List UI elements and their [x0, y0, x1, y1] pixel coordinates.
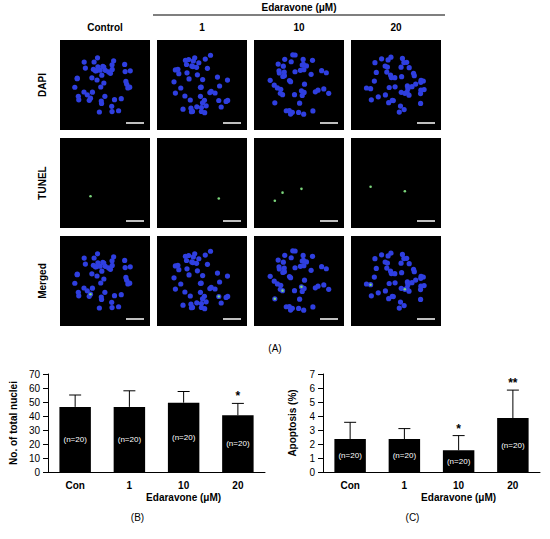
- svg-text:*: *: [236, 389, 241, 403]
- svg-text:Edaravone (μM): Edaravone (μM): [146, 492, 221, 503]
- svg-text:*: *: [456, 422, 461, 436]
- svg-text:6: 6: [309, 383, 315, 394]
- svg-text:20: 20: [232, 480, 244, 491]
- svg-text:Control: Control: [87, 22, 123, 33]
- svg-text:DAPI: DAPI: [37, 73, 48, 97]
- svg-text:TUNEL: TUNEL: [37, 166, 48, 199]
- svg-text:No. of total nuclei: No. of total nuclei: [8, 381, 19, 465]
- svg-text:(n=20): (n=20): [447, 457, 471, 466]
- svg-text:0: 0: [34, 467, 40, 478]
- svg-text:(n=20): (n=20): [393, 451, 417, 460]
- svg-text:Merged: Merged: [37, 263, 48, 299]
- svg-text:(B): (B): [131, 512, 144, 523]
- svg-text:0: 0: [309, 467, 315, 478]
- svg-text:20: 20: [29, 439, 41, 450]
- svg-text:Apoptosis (%): Apoptosis (%): [287, 389, 298, 456]
- svg-text:(C): (C): [406, 512, 420, 523]
- svg-text:(n=20): (n=20): [226, 439, 250, 448]
- svg-text:**: **: [508, 376, 518, 390]
- svg-text:(n=20): (n=20): [501, 441, 525, 450]
- svg-text:(A): (A): [268, 343, 281, 354]
- svg-text:(n=20): (n=20): [172, 433, 196, 442]
- svg-text:70: 70: [29, 369, 41, 380]
- svg-text:1: 1: [199, 22, 205, 33]
- svg-text:1: 1: [309, 453, 315, 464]
- svg-text:(n=20): (n=20): [118, 435, 142, 444]
- svg-text:Edaravone (μM): Edaravone (μM): [261, 2, 336, 13]
- svg-text:30: 30: [29, 425, 41, 436]
- svg-text:4: 4: [309, 411, 315, 422]
- svg-text:40: 40: [29, 411, 41, 422]
- svg-text:20: 20: [390, 22, 402, 33]
- svg-text:1: 1: [127, 480, 133, 491]
- svg-text:3: 3: [309, 425, 315, 436]
- svg-text:1: 1: [402, 480, 408, 491]
- svg-text:60: 60: [29, 383, 41, 394]
- svg-text:Edaravone (μM): Edaravone (μM): [421, 492, 496, 503]
- svg-text:Con: Con: [340, 480, 359, 491]
- svg-text:10: 10: [178, 480, 190, 491]
- svg-text:Con: Con: [65, 480, 84, 491]
- svg-text:7: 7: [309, 369, 315, 380]
- svg-text:(n=20): (n=20): [338, 451, 362, 460]
- svg-text:10: 10: [453, 480, 465, 491]
- svg-text:50: 50: [29, 397, 41, 408]
- svg-text:(n=20): (n=20): [63, 435, 87, 444]
- svg-text:20: 20: [507, 480, 519, 491]
- svg-text:5: 5: [309, 397, 315, 408]
- svg-text:2: 2: [309, 439, 315, 450]
- svg-text:10: 10: [29, 453, 41, 464]
- svg-text:10: 10: [293, 22, 305, 33]
